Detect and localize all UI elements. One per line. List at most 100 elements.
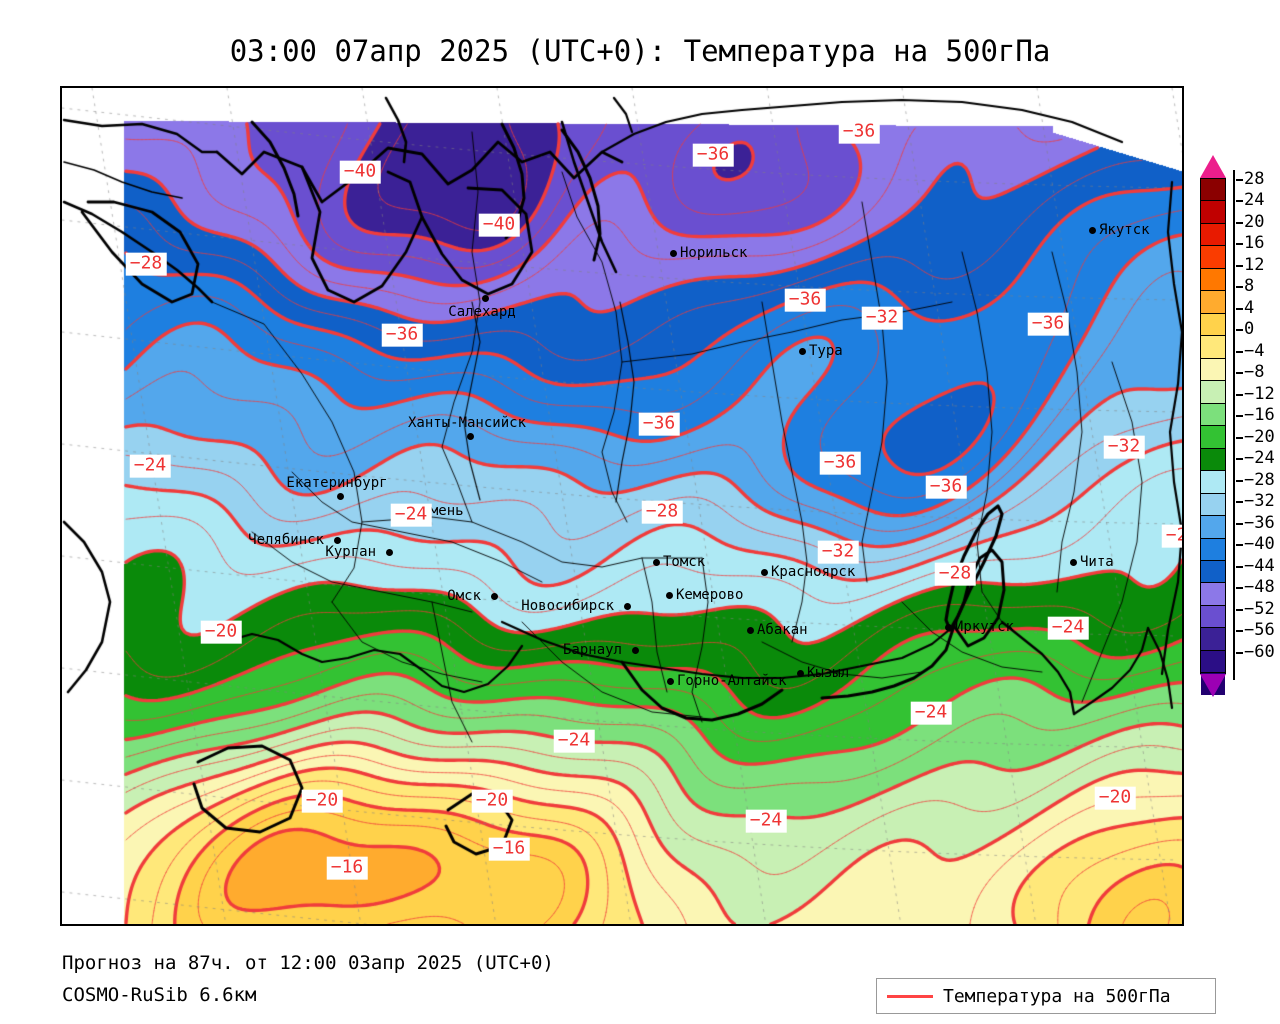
colorbar-tick-label: −4	[1244, 340, 1265, 361]
contour-value-label: −12	[422, 925, 463, 926]
city-dot-icon	[761, 569, 768, 576]
colorbar-tick	[1236, 436, 1243, 439]
colorbar-tick-label: −56	[1244, 620, 1275, 641]
colorbar-tick-label: 28	[1244, 169, 1265, 189]
city-label: Кызыл	[807, 665, 850, 681]
colorbar-band	[1201, 291, 1225, 314]
colorbar-tick	[1236, 243, 1243, 246]
colorbar-band	[1201, 313, 1225, 337]
contour-value-label: −40	[339, 160, 381, 184]
colorbar-tick	[1236, 221, 1243, 224]
colorbar-axis-line	[1233, 170, 1235, 680]
city-label: Томск	[663, 554, 706, 570]
contour-value-label: −36	[819, 451, 861, 475]
colorbar-tick	[1236, 458, 1243, 461]
contour-value-label: −36	[1027, 312, 1069, 336]
colorbar-tick	[1236, 200, 1243, 203]
colorbar-band	[1201, 628, 1225, 651]
contour-value-label: −32	[861, 306, 903, 330]
colorbar-tick	[1236, 522, 1243, 525]
legend-label: Температура на 500гПа	[943, 985, 1171, 1007]
city-label: Челябинск	[248, 532, 324, 548]
city-dot-icon	[653, 559, 660, 566]
temperature-field-canvas	[62, 88, 1182, 924]
contour-value-label: −16	[326, 856, 368, 880]
contour-value-label: −36	[692, 143, 734, 167]
city-dot-icon	[491, 593, 498, 600]
colorbar-tick-label: −44	[1244, 555, 1275, 576]
contour-value-label: −20	[1094, 786, 1136, 810]
city-label: Иркутск	[955, 619, 1015, 635]
city-label: Якутск	[1099, 222, 1150, 238]
colorbar-tick-label: −24	[1244, 448, 1275, 469]
colorbar-tick	[1236, 608, 1243, 611]
colorbar-tick	[1236, 544, 1243, 547]
contour-value-label: −24	[553, 729, 595, 753]
page-title: 03:00 07апр 2025 (UTC+0): Температура на…	[229, 34, 1051, 68]
forecast-info-line: Прогноз на 87ч. от 12:00 03апр 2025 (UTC…	[62, 952, 554, 974]
contour-value-label: −36	[638, 412, 680, 436]
city-label: Ханты-Мансийск	[407, 415, 527, 431]
contour-value-label: −24	[1047, 616, 1089, 640]
contour-value-label: −28	[641, 500, 683, 524]
city-label: Красноярск	[771, 564, 856, 580]
colorbar-tick-labels: 28 24 20 16 12 8 4 0 −4 −8 −12 −16 −20 −24 −28 −32 −36 −4…	[1236, 155, 1280, 700]
colorbar-tick	[1236, 179, 1243, 181]
colorbar-tick-label: 16	[1244, 233, 1265, 254]
city-dot-icon	[670, 250, 677, 257]
city-dot-icon	[667, 678, 674, 685]
colorbar-tick-label: 12	[1244, 254, 1265, 275]
colorbar-tick	[1236, 350, 1243, 353]
city-dot-icon	[945, 624, 952, 631]
colorbar-band	[1201, 358, 1225, 382]
colorbar-tick	[1236, 329, 1243, 332]
contour-value-label: −20	[301, 789, 343, 813]
city-label: Новосибирск	[521, 598, 614, 614]
colorbar-tick	[1236, 501, 1243, 504]
contour-value-label: −36	[925, 475, 967, 499]
contour-value-label: −36	[784, 288, 826, 312]
colorbar-band	[1201, 605, 1225, 629]
colorbar-tick-label: −32	[1244, 491, 1275, 512]
city-dot-icon	[1089, 227, 1096, 234]
city-dot-icon	[334, 537, 341, 544]
contour-value-label: −36	[381, 323, 423, 347]
colorbar-tick	[1236, 286, 1243, 289]
contour-value-label: −28	[934, 562, 976, 586]
colorbar-tick	[1236, 630, 1243, 633]
colorbar-band	[1201, 493, 1225, 517]
colorbar-tick-label: 4	[1244, 297, 1255, 318]
colorbar-band	[1201, 560, 1225, 584]
contour-value-label: −28	[125, 252, 167, 276]
colorbar-tick-label: −12	[1244, 383, 1275, 404]
colorbar-tick-label: 8	[1244, 276, 1255, 297]
city-label: Курган	[325, 544, 376, 560]
colorbar-tick-label: 20	[1244, 211, 1265, 232]
city-dot-icon	[624, 603, 631, 610]
city-label: Салехард	[448, 304, 516, 320]
colorbar-band	[1201, 650, 1225, 674]
colorbar-band	[1201, 268, 1225, 292]
colorbar-band	[1201, 336, 1225, 359]
colorbar-band	[1201, 538, 1225, 561]
colorbar-band	[1201, 471, 1225, 494]
contour-value-label: −24	[745, 809, 787, 833]
city-label: Абакан	[757, 622, 808, 638]
colorbar-tick-label: −60	[1244, 641, 1275, 662]
contour-value-label: −24	[129, 454, 171, 478]
contour-value-label: −32	[817, 540, 859, 564]
colorbar-band	[1201, 448, 1225, 472]
contour-value-label: −32	[1103, 435, 1145, 459]
contour-value-label: −20	[200, 620, 242, 644]
colorbar-band	[1201, 381, 1225, 404]
colorbar-band	[1201, 426, 1225, 449]
colorbar-tick	[1236, 415, 1243, 418]
colorbar-band	[1201, 246, 1225, 269]
city-dot-icon	[467, 433, 474, 440]
city-dot-icon	[1070, 559, 1077, 566]
colorbar-tick-label: −40	[1244, 534, 1275, 555]
colorbar-tick	[1236, 479, 1243, 482]
temperature-colorbar	[1200, 178, 1226, 695]
contour-value-label: −20	[471, 789, 513, 813]
colorbar-tick-label: −52	[1244, 598, 1275, 619]
